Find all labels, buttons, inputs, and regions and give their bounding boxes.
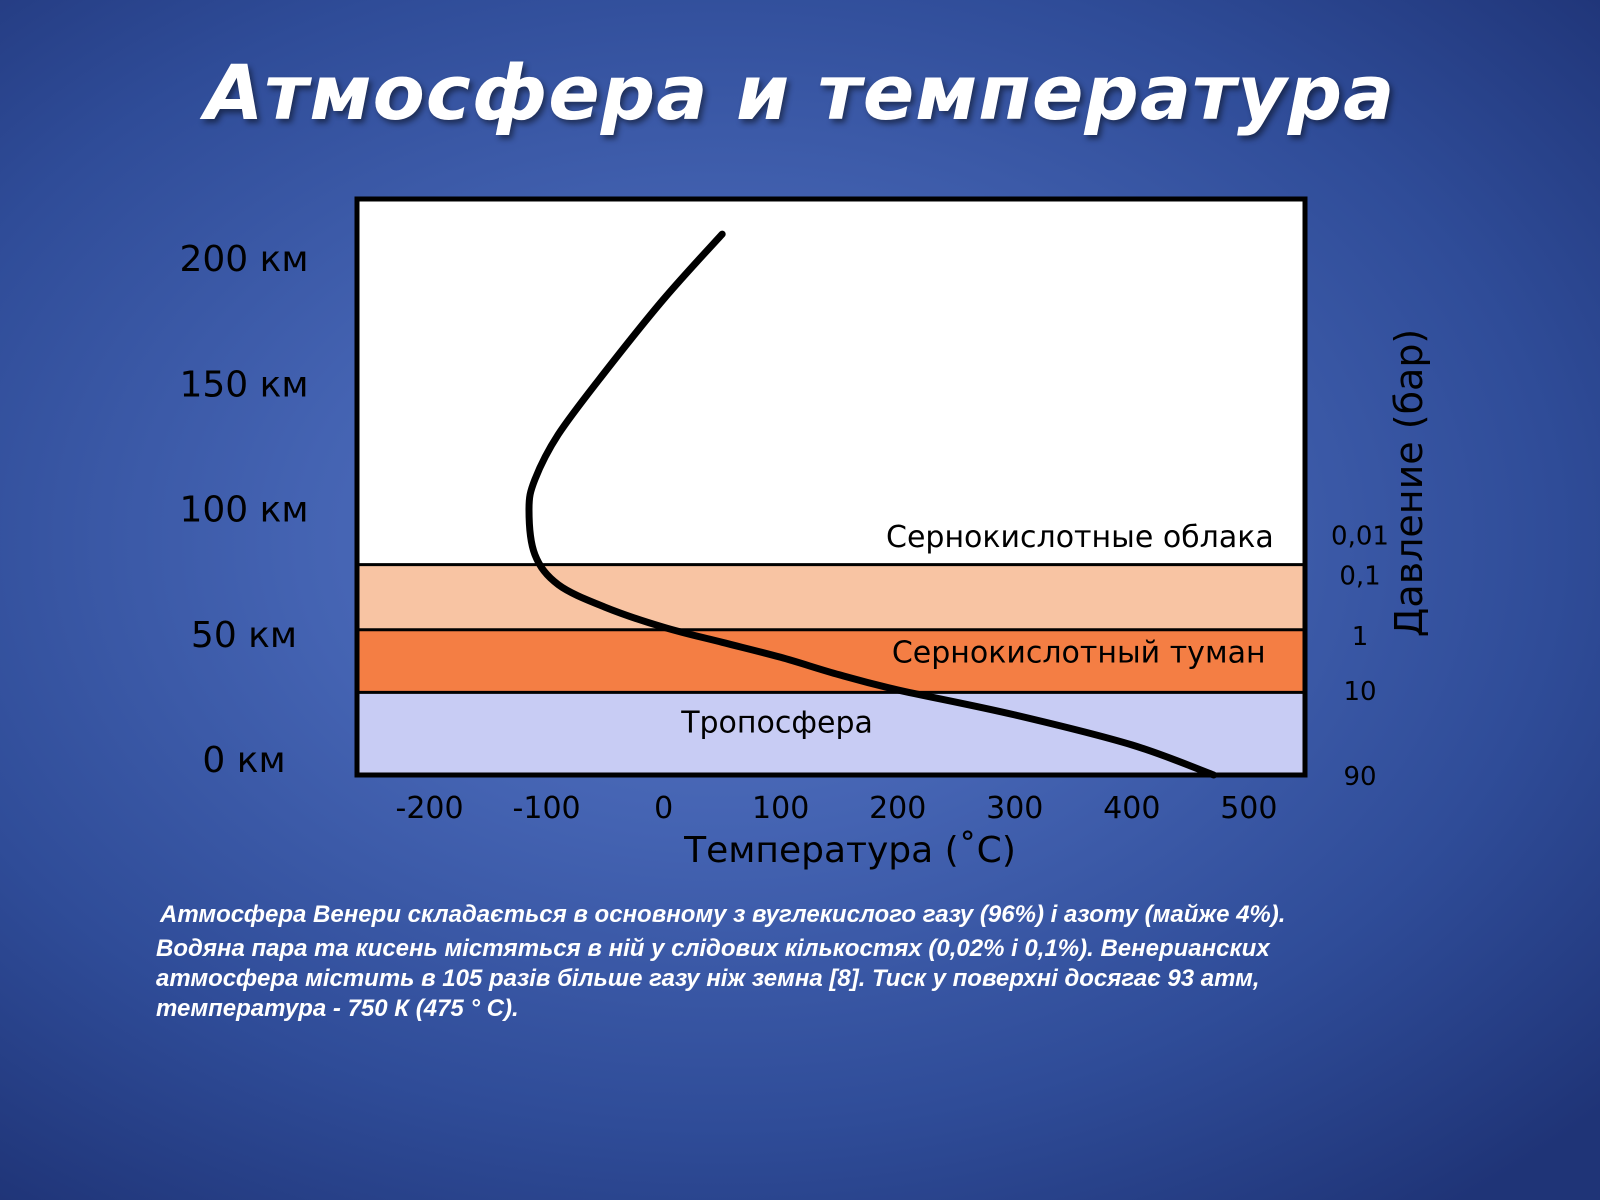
pressure-tick-label: 0,1 bbox=[1339, 562, 1380, 592]
caption-line: Водяна пара та кисень містяться в ній у … bbox=[156, 935, 1270, 962]
pressure-tick-label: 10 bbox=[1343, 677, 1376, 707]
y-tick-label: 200 км bbox=[179, 239, 308, 280]
band-label: Тропосфера bbox=[680, 705, 873, 740]
y-tick-label: 150 км bbox=[179, 364, 308, 405]
pressure-tick-label: 0,01 bbox=[1331, 522, 1389, 552]
pressure-tick-label: 1 bbox=[1352, 622, 1369, 652]
plot-frame bbox=[354, 196, 1308, 778]
pressure-axis-title: Давление (бар) bbox=[1387, 329, 1431, 638]
x-tick-label: 100 bbox=[752, 791, 809, 826]
caption: Атмосфера Венери складається в основному… bbox=[156, 900, 1476, 1024]
x-tick-label: -200 bbox=[396, 791, 464, 826]
caption-line: Атмосфера Венери складається в основному… bbox=[160, 901, 1286, 928]
atmosphere-band bbox=[357, 692, 1305, 775]
x-tick-label: 400 bbox=[1103, 791, 1160, 826]
band-label: Сернокислотный туман bbox=[892, 635, 1266, 670]
x-tick-label: 0 bbox=[654, 791, 673, 826]
temperature-curve bbox=[525, 230, 1218, 779]
y-tick-label: 0 км bbox=[202, 740, 285, 781]
x-tick-label: 500 bbox=[1220, 791, 1277, 826]
x-tick-label: 200 bbox=[869, 791, 926, 826]
y-tick-label: 50 км bbox=[191, 615, 297, 656]
band-label: Сернокислотные облака bbox=[886, 520, 1274, 555]
caption-line: температура - 750 К (475 ° С). bbox=[156, 995, 519, 1022]
x-axis-title: Температура (˚C) bbox=[683, 830, 1016, 871]
x-tick-label: 300 bbox=[986, 791, 1043, 826]
caption-line: атмосфера містить в 105 разів більше газ… bbox=[156, 965, 1260, 992]
atmosphere-band bbox=[357, 564, 1305, 630]
x-tick-label: -100 bbox=[513, 791, 581, 826]
atmosphere-band bbox=[357, 629, 1305, 693]
slide-title: Атмосфера и температура bbox=[204, 48, 1396, 137]
plot-group: Сернокислотные облака Сернокислотный тума… bbox=[179, 196, 1389, 826]
y-tick-label: 100 км bbox=[179, 490, 308, 531]
atmosphere-temperature-chart: Сернокислотные облака Сернокислотный тума… bbox=[179, 196, 1431, 871]
pressure-tick-label: 90 bbox=[1343, 762, 1376, 792]
